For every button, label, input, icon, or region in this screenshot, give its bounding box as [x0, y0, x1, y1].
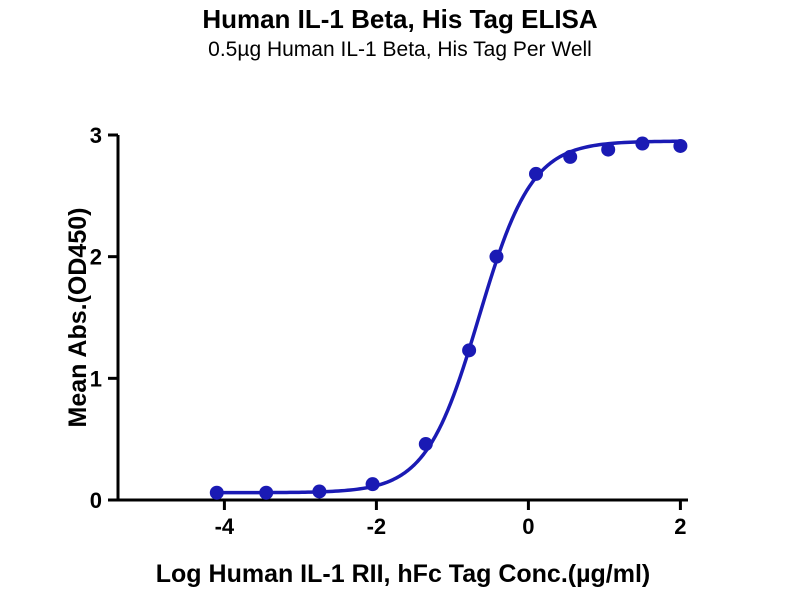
x-tick-label: 2: [674, 514, 686, 539]
x-tick-label: 0: [522, 514, 534, 539]
fit-curve: [215, 139, 681, 495]
x-axis-label: Log Human IL-1 RII, hFc Tag Conc.(µg/ml): [156, 560, 650, 588]
data-point: [601, 142, 616, 157]
data-point: [635, 136, 650, 151]
data-point: [312, 484, 327, 499]
x-tick-label: -4: [215, 514, 235, 539]
data-point: [259, 485, 274, 500]
y-axis-label: Mean Abs.(OD450): [64, 208, 92, 428]
y-tick-label: 1: [90, 366, 102, 391]
y-tick-label: 0: [90, 488, 102, 513]
data-point: [673, 138, 688, 153]
data-point: [529, 166, 543, 181]
data-point: [418, 437, 433, 452]
data-point: [563, 149, 578, 164]
chart-title: Human IL-1 Beta, His Tag ELISA: [202, 4, 598, 34]
data-point: [209, 485, 224, 500]
y-tick-label: 3: [90, 123, 102, 148]
chart-subtitle: 0.5µg Human IL-1 Beta, His Tag Per Well: [208, 38, 592, 61]
y-tick-label: 2: [90, 245, 102, 270]
data-point: [365, 477, 380, 492]
data-point: [462, 343, 477, 358]
x-tick-label: -2: [367, 514, 387, 539]
data-point: [489, 249, 504, 264]
